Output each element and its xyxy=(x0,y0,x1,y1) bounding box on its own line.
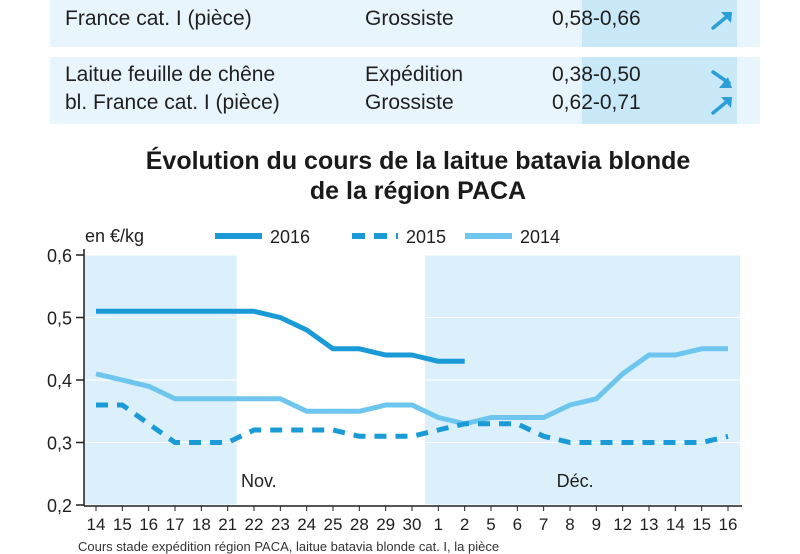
x-tick-label: 7 xyxy=(539,515,548,534)
series-line-2015 xyxy=(96,402,729,445)
trend-up-icon xyxy=(711,12,732,30)
price-column-bg xyxy=(582,0,737,124)
x-tick-label: 29 xyxy=(376,515,395,534)
x-tick-label: 21 xyxy=(218,515,237,534)
series-line-2016 xyxy=(96,308,465,364)
x-tick-label: 6 xyxy=(513,515,522,534)
period-label: Nov. xyxy=(241,471,277,491)
row2-stage-grossiste: Grossiste xyxy=(365,91,454,114)
price-table: France cat. I (pièce) Grossiste 0,58-0,6… xyxy=(50,0,760,124)
row2-price-grossiste: 0,62-0,71 xyxy=(552,91,641,114)
legend-label-2016: 2016 xyxy=(270,227,310,247)
trend-down-icon xyxy=(711,70,732,88)
row1-price-grossiste: 0,58-0,66 xyxy=(552,7,641,30)
trend-up-icon xyxy=(711,97,732,115)
x-tick-label: 22 xyxy=(245,515,264,534)
x-tick-label: 25 xyxy=(324,515,343,534)
x-tick-label: 16 xyxy=(139,515,158,534)
row-separator xyxy=(50,47,760,57)
unit-label: en €/kg xyxy=(85,226,144,246)
row1-product-line1: France cat. I (pièce) xyxy=(65,7,252,30)
x-tick-label: 30 xyxy=(403,515,422,534)
row2-price-expedition: 0,38-0,50 xyxy=(552,63,641,86)
x-tick-label: 2 xyxy=(460,515,469,534)
x-tick-label: 5 xyxy=(486,515,495,534)
legend-label-2015: 2015 xyxy=(406,227,446,247)
x-tick-label: 14 xyxy=(87,515,106,534)
y-tick-label: 0,4 xyxy=(47,371,72,391)
x-tick-label: 1 xyxy=(434,515,443,534)
x-tick-label: 23 xyxy=(271,515,290,534)
x-tick-label: 12 xyxy=(613,515,632,534)
y-tick-label: 0,2 xyxy=(47,496,72,516)
x-tick-label: 16 xyxy=(719,515,738,534)
row2-product-line2: bl. France cat. I (pièce) xyxy=(65,91,280,114)
legend-label-2014: 2014 xyxy=(520,227,560,247)
y-tick-label: 0,5 xyxy=(47,309,72,329)
y-tick-label: 0,3 xyxy=(47,434,72,454)
chart-footer: Cours stade expédition région PACA, lait… xyxy=(78,539,500,554)
x-tick-label: 17 xyxy=(166,515,185,534)
x-tick-label: 14 xyxy=(666,515,685,534)
x-tick-label: 28 xyxy=(350,515,369,534)
row1-stage-grossiste: Grossiste xyxy=(365,7,454,30)
x-tick-label: 8 xyxy=(565,515,574,534)
row2-product-line1: Laitue feuille de chêne xyxy=(65,63,276,86)
period-label: Déc. xyxy=(557,471,594,491)
row2-stage-expedition: Expédition xyxy=(365,63,464,86)
x-tick-label: 15 xyxy=(113,515,132,534)
x-tick-label: 18 xyxy=(192,515,211,534)
chart-title-line2: de la région PACA xyxy=(309,177,527,205)
chart-title-line1: Évolution du cours de la laitue batavia … xyxy=(145,147,691,175)
x-tick-label: 15 xyxy=(692,515,711,534)
series-line-2014 xyxy=(95,346,728,427)
x-tick-label: 13 xyxy=(640,515,659,534)
y-tick-label: 0,6 xyxy=(47,246,72,266)
x-tick-label: 24 xyxy=(297,515,316,534)
x-tick-label: 9 xyxy=(592,515,601,534)
